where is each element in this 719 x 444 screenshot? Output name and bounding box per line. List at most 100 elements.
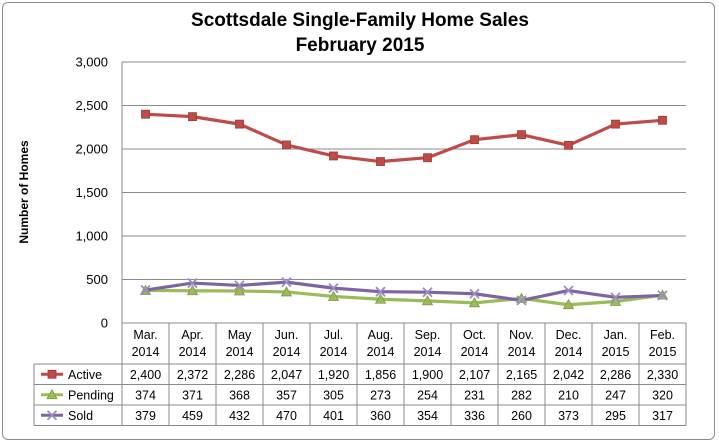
y-tick-label: 0 [101, 316, 108, 331]
x-tick-label: 2014 [320, 345, 348, 359]
data-point-sold [328, 282, 339, 294]
chart-subtitle: February 2015 [296, 35, 425, 56]
chart-frame [2, 2, 715, 440]
data-point-pending [421, 295, 434, 306]
x-tick-label: Feb. [650, 328, 675, 342]
data-point-sold [422, 287, 433, 298]
data-label-active: 1,900 [412, 368, 443, 382]
x-tick-label: 2014 [367, 345, 395, 359]
data-label-active: 2,286 [600, 368, 631, 382]
data-label-sold: 373 [558, 409, 579, 423]
x-tick-label: 2014 [179, 345, 207, 359]
data-label-active: 2,330 [647, 368, 678, 382]
data-point-active [658, 115, 667, 125]
data-label-pending: 305 [323, 388, 344, 402]
data-point-active [564, 140, 573, 150]
data-point-sold [516, 295, 527, 306]
x-tick-label: Jul. [324, 328, 343, 342]
data-label-sold: 401 [323, 409, 344, 423]
x-tick-label: Jan. [604, 328, 628, 342]
data-point-active [611, 119, 620, 129]
data-label-pending: 247 [605, 388, 626, 402]
legend-marker-sold [46, 410, 58, 421]
y-tick-label: 3,000 [75, 55, 108, 70]
data-label-active: 2,165 [506, 368, 537, 382]
x-tick-label: May [228, 328, 252, 342]
data-label-active: 1,856 [365, 368, 396, 382]
legend-marker-active [47, 369, 57, 379]
data-label-pending: 357 [276, 388, 297, 402]
x-tick-label: Aug. [368, 328, 394, 342]
data-label-active: 2,107 [459, 368, 490, 382]
data-label-pending: 254 [417, 388, 438, 402]
x-tick-label: Apr. [181, 328, 203, 342]
x-tick-label: Jun. [275, 328, 299, 342]
data-label-active: 2,372 [177, 368, 208, 382]
series-line-sold [145, 280, 663, 302]
data-label-pending: 210 [558, 388, 579, 402]
data-label-pending: 374 [135, 388, 156, 402]
x-tick-label: 2015 [649, 345, 677, 359]
x-tick-label: 2014 [273, 345, 301, 359]
series-line-pending [145, 288, 663, 307]
data-label-sold: 432 [229, 409, 250, 423]
x-tick-label: Dec. [556, 328, 582, 342]
data-point-sold [610, 292, 621, 303]
data-label-sold: 360 [370, 409, 391, 423]
x-tick-label: 2014 [461, 345, 489, 359]
y-tick-label: 1,500 [75, 185, 108, 200]
data-label-sold: 336 [464, 409, 485, 423]
data-point-active [423, 153, 432, 163]
x-tick-label: 2014 [226, 345, 254, 359]
data-point-active [470, 135, 479, 145]
data-point-pending [374, 293, 387, 304]
data-point-active [141, 109, 150, 119]
x-tick-label: 2014 [414, 345, 442, 359]
data-label-sold: 295 [605, 409, 626, 423]
data-point-pending [562, 298, 575, 310]
data-label-active: 2,042 [553, 368, 584, 382]
data-point-pending [468, 297, 481, 308]
data-label-pending: 273 [370, 388, 391, 402]
data-point-pending [280, 286, 293, 297]
data-point-active [188, 112, 197, 122]
data-label-pending: 371 [182, 388, 203, 402]
legend-label-sold: Sold [68, 409, 93, 423]
y-tick-label: 1,000 [75, 229, 108, 244]
data-point-pending [233, 285, 246, 296]
y-tick-label: 2,000 [75, 142, 108, 157]
x-tick-label: 2015 [602, 345, 630, 359]
data-label-sold: 260 [511, 409, 532, 423]
series-line-active [145, 112, 663, 164]
data-label-sold: 470 [276, 409, 297, 423]
data-point-sold [375, 286, 386, 297]
data-label-active: 2,047 [271, 368, 302, 382]
x-tick-label: Sep. [415, 328, 441, 342]
data-label-pending: 282 [511, 388, 532, 402]
data-label-active: 2,286 [224, 368, 255, 382]
y-tick-label: 500 [86, 272, 108, 287]
y-axis-label: Number of Homes [17, 140, 31, 244]
x-tick-label: Nov. [509, 328, 534, 342]
data-point-pending [186, 284, 199, 296]
data-point-pending [327, 290, 340, 301]
data-label-sold: 379 [135, 409, 156, 423]
data-point-active [282, 140, 291, 150]
data-label-sold: 459 [182, 409, 203, 423]
data-point-sold [234, 280, 245, 291]
legend-marker-pending [46, 388, 58, 400]
x-tick-label: Mar. [133, 328, 157, 342]
data-point-active [329, 151, 338, 161]
data-label-sold: 317 [652, 409, 673, 423]
data-label-sold: 354 [417, 409, 438, 423]
x-tick-label: 2014 [132, 345, 160, 359]
x-tick-label: 2014 [555, 345, 583, 359]
data-point-sold [469, 288, 480, 299]
x-tick-label: 2014 [508, 345, 536, 359]
data-label-active: 2,400 [130, 368, 161, 382]
data-point-sold [140, 284, 151, 296]
legend-label-active: Active [68, 368, 102, 382]
data-point-active [376, 157, 385, 166]
y-tick-label: 2,500 [75, 98, 108, 113]
